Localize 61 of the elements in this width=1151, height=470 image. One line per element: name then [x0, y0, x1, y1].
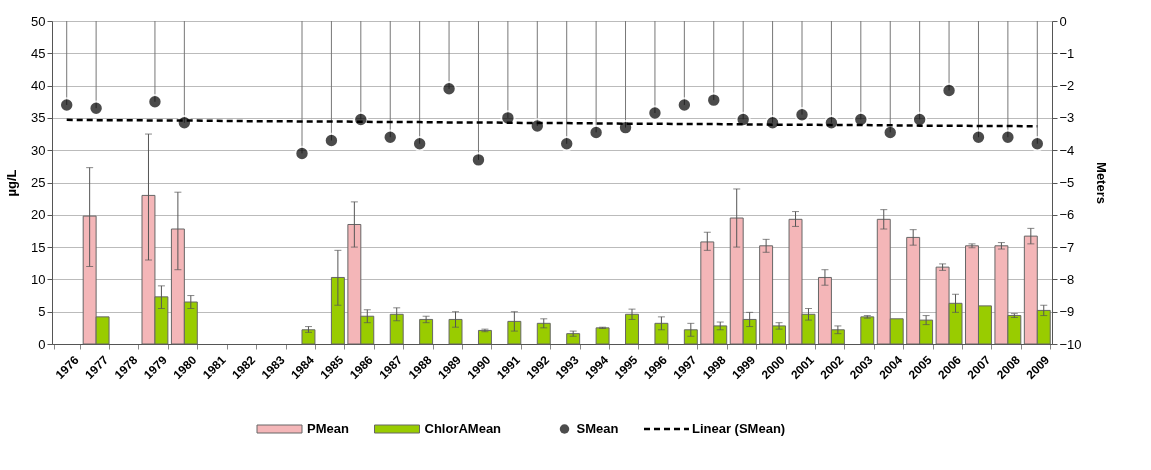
point: [559, 136, 575, 152]
point: [1000, 129, 1016, 145]
point: [706, 92, 722, 108]
point: [588, 124, 604, 141]
point: [441, 81, 457, 97]
bar: [595, 327, 610, 345]
legend-label: ChlorAMean: [424, 421, 502, 436]
y2-tick-label: −5: [1059, 175, 1075, 190]
y-tick-label: 45: [31, 45, 46, 61]
point: [294, 145, 310, 162]
y2-tick-label: −4: [1059, 142, 1075, 158]
point: [882, 124, 898, 141]
bar: [448, 318, 463, 345]
y-tick-label: 50: [31, 13, 46, 29]
bar: [625, 313, 639, 345]
bar: [683, 329, 698, 345]
y2-tick-label: −1: [1059, 45, 1075, 61]
point: [647, 105, 663, 121]
point: [500, 110, 516, 126]
point: [970, 129, 987, 145]
point: [353, 111, 369, 128]
legend-label: Linear (SMean): [692, 421, 786, 436]
legend-label: SMean: [576, 421, 619, 436]
point: [382, 129, 398, 145]
y-tick-label: 15: [31, 239, 46, 255]
point: [1029, 136, 1045, 152]
y-tick-label: 5: [38, 304, 46, 320]
y2-tick-label: −7: [1059, 239, 1075, 255]
point: [323, 132, 340, 149]
point: [794, 106, 810, 123]
bar: [860, 316, 875, 345]
point: [823, 115, 840, 131]
y2-tick-label: −6: [1059, 207, 1075, 223]
y2-tick-label: −2: [1059, 78, 1075, 94]
y-axis-title: µg/L: [4, 169, 20, 197]
point: [147, 94, 163, 110]
bar: [507, 320, 522, 345]
point: [529, 118, 545, 134]
y-tick-label: 40: [31, 78, 46, 94]
y2-tick-label: −10: [1059, 336, 1082, 352]
y2-axis-title: Meters: [1093, 162, 1109, 204]
y2-tick-label: −8: [1059, 271, 1075, 287]
bar: [654, 322, 669, 345]
legend-label: PMean: [307, 421, 349, 436]
y-tick-label: 35: [31, 110, 46, 126]
point: [59, 97, 75, 113]
y-tick-label: 25: [31, 175, 46, 190]
y2-tick-label: 0: [1059, 13, 1067, 29]
point: [470, 152, 487, 168]
point: [941, 82, 957, 99]
bar: [477, 329, 492, 345]
bar: [389, 313, 404, 345]
y-tick-label: 30: [31, 142, 46, 158]
y2-tick-label: −3: [1059, 110, 1075, 126]
y-tick-label: 20: [31, 207, 46, 223]
bar: [330, 276, 345, 345]
bar: [301, 329, 316, 345]
point: [88, 100, 104, 116]
y-tick-label: 0: [38, 336, 46, 352]
y-tick-label: 10: [31, 271, 46, 287]
y2-tick-label: −9: [1059, 304, 1075, 320]
